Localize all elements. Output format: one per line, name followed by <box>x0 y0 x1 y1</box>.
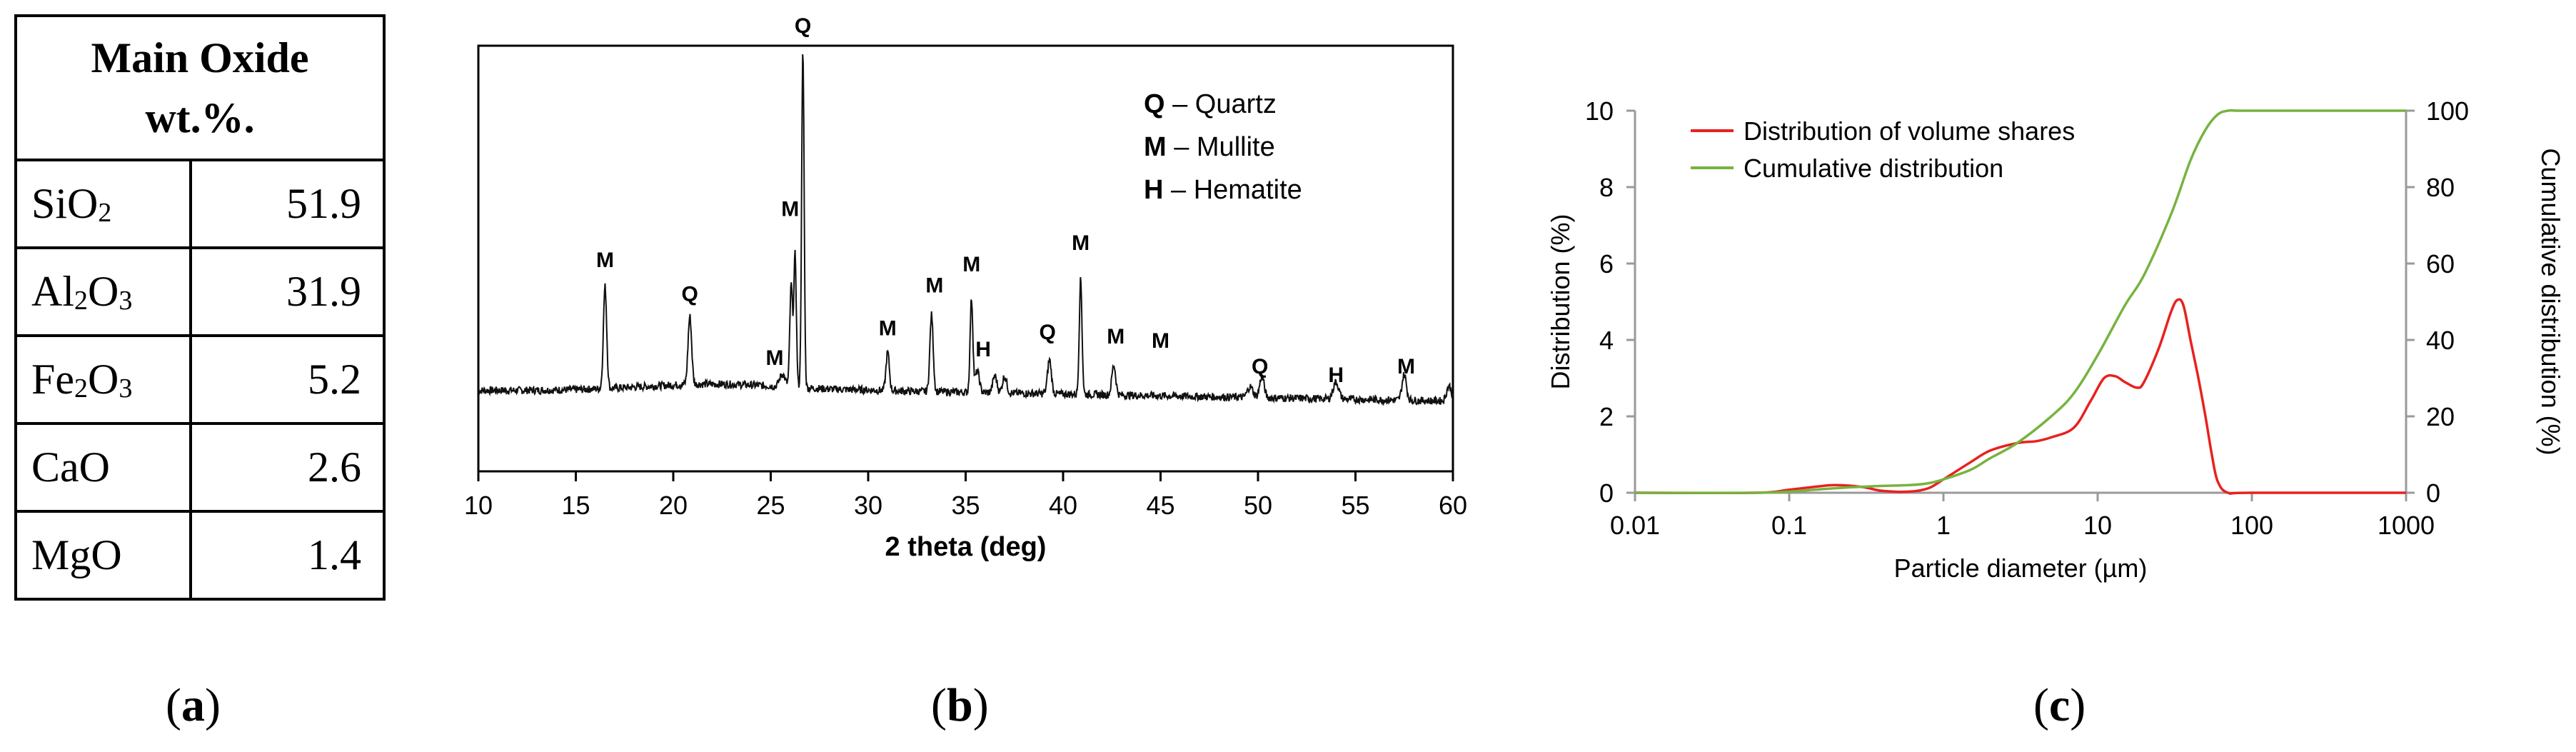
xrd-x-tick-label: 15 <box>561 491 590 520</box>
xrd-legend-entry: M – Mullite <box>1144 132 1275 162</box>
psd-x-tick-label: 10 <box>2083 511 2112 540</box>
oxide-name: SiO2 <box>14 159 192 249</box>
psd-x-tick-label: 1 <box>1936 511 1951 540</box>
xrd-legend-text: – Hematite <box>1163 175 1302 205</box>
psd-y-tick-label-left: 6 <box>1599 249 1614 279</box>
xrd-x-tick-label: 30 <box>854 491 882 520</box>
xrd-peak-label: M <box>1152 329 1169 353</box>
xrd-legend-key: Q <box>1144 89 1165 119</box>
xrd-peak-label: H <box>975 338 991 361</box>
oxide-value: 31.9 <box>189 246 386 337</box>
xrd-legend-text: – Quartz <box>1165 89 1277 119</box>
psd-y-tick-label-left: 4 <box>1599 326 1614 355</box>
table-row: Fe2O3 5.2 <box>14 334 386 425</box>
psd-legend-label: Cumulative distribution <box>1744 154 2003 183</box>
psd-x-tick-label: 1000 <box>2378 511 2435 540</box>
xrd-peak-label: M <box>596 249 614 272</box>
xrd-pattern-line <box>478 54 1454 406</box>
oxide-table-panel: Main Oxide wt.%. SiO2 51.9 Al2O3 31.9 Fe… <box>14 14 386 601</box>
table-row: CaO 2.6 <box>14 422 386 513</box>
oxide-value: 51.9 <box>189 159 386 249</box>
caption-b: (b) <box>931 679 989 731</box>
psd-y-tick-label-left: 10 <box>1585 96 1614 126</box>
xrd-peak-label: M <box>925 274 943 298</box>
psd-y-axis-label-left: Distribution (%) <box>1546 214 1575 389</box>
psd-x-axis-label: Particle diameter (µm) <box>1894 553 2148 583</box>
oxide-name: CaO <box>14 422 192 513</box>
xrd-peak-label: M <box>962 253 980 276</box>
psd-x-tick-label: 0.1 <box>1771 511 1807 540</box>
xrd-x-tick-label: 35 <box>951 491 980 520</box>
xrd-x-tick-label: 50 <box>1244 491 1272 520</box>
oxide-name: Al2O3 <box>14 246 192 337</box>
psd-y-tick-label-right: 20 <box>2426 402 2455 431</box>
xrd-peak-label: M <box>1107 325 1125 349</box>
psd-legend-label: Distribution of volume shares <box>1744 116 2075 146</box>
psd-y-tick-label-left: 2 <box>1599 402 1614 431</box>
xrd-peak-label: Q <box>682 283 698 306</box>
oxide-table: Main Oxide wt.%. SiO2 51.9 Al2O3 31.9 Fe… <box>14 14 386 601</box>
xrd-peak-label: M <box>1397 355 1415 378</box>
caption-a: (a) <box>166 679 221 731</box>
table-header-row: Main Oxide wt.%. <box>14 14 386 161</box>
psd-cumulative-line <box>1634 109 2406 494</box>
oxide-name: MgO <box>14 510 192 601</box>
header-line-2: wt.%. <box>145 94 255 141</box>
oxide-value: 2.6 <box>189 422 386 513</box>
oxide-value: 5.2 <box>189 334 386 425</box>
psd-x-tick-label: 0.01 <box>1610 511 1660 540</box>
psd-y-tick-label-right: 60 <box>2426 249 2455 279</box>
xrd-peak-label: M <box>765 346 783 370</box>
xrd-x-axis-label: 2 theta (deg) <box>885 532 1047 562</box>
psd-distribution-line <box>1634 298 2406 495</box>
xrd-peak-label: H <box>1328 364 1344 387</box>
xrd-x-tick-label: 60 <box>1439 491 1467 520</box>
oxide-value: 1.4 <box>189 510 386 601</box>
table-header: Main Oxide wt.%. <box>14 14 386 161</box>
psd-y-tick-label-right: 100 <box>2426 96 2469 126</box>
xrd-peak-label: Q <box>795 14 811 38</box>
xrd-x-tick-label: 20 <box>659 491 688 520</box>
xrd-peak-label: Q <box>1252 355 1268 378</box>
xrd-legend-key: H <box>1144 175 1163 205</box>
psd-y-tick-label-left: 8 <box>1599 173 1614 202</box>
psd-y-tick-label-left: 0 <box>1599 478 1614 508</box>
table-row: Al2O3 31.9 <box>14 246 386 337</box>
xrd-peak-label: M <box>879 316 897 340</box>
xrd-peak-label: M <box>1072 231 1090 255</box>
xrd-x-tick-label: 55 <box>1341 491 1369 520</box>
table-row: MgO 1.4 <box>14 510 386 601</box>
xrd-legend-key: M <box>1144 132 1167 162</box>
xrd-x-tick-label: 10 <box>464 491 493 520</box>
oxide-name: Fe2O3 <box>14 334 192 425</box>
psd-y-axis-label-right: Cumulative distribution (%) <box>2536 148 2565 455</box>
xrd-x-tick-label: 40 <box>1049 491 1077 520</box>
xrd-peak-label: M <box>781 197 799 221</box>
psd-y-tick-label-right: 80 <box>2426 173 2455 202</box>
xrd-legend-text: – Mullite <box>1167 132 1275 162</box>
caption-c: (c) <box>2033 679 2086 731</box>
psd-y-tick-label-right: 40 <box>2426 326 2455 355</box>
xrd-legend-entry: H – Hematite <box>1144 175 1302 205</box>
xrd-legend-entry: Q – Quartz <box>1144 89 1277 119</box>
xrd-x-tick-label: 25 <box>756 491 785 520</box>
xrd-x-tick-label: 45 <box>1146 491 1174 520</box>
psd-y-tick-label-right: 0 <box>2426 478 2440 508</box>
table-row: SiO2 51.9 <box>14 159 386 249</box>
psd-x-tick-label: 100 <box>2230 511 2273 540</box>
header-line-1: Main Oxide <box>91 34 309 81</box>
xrd-peak-label: Q <box>1039 321 1055 344</box>
